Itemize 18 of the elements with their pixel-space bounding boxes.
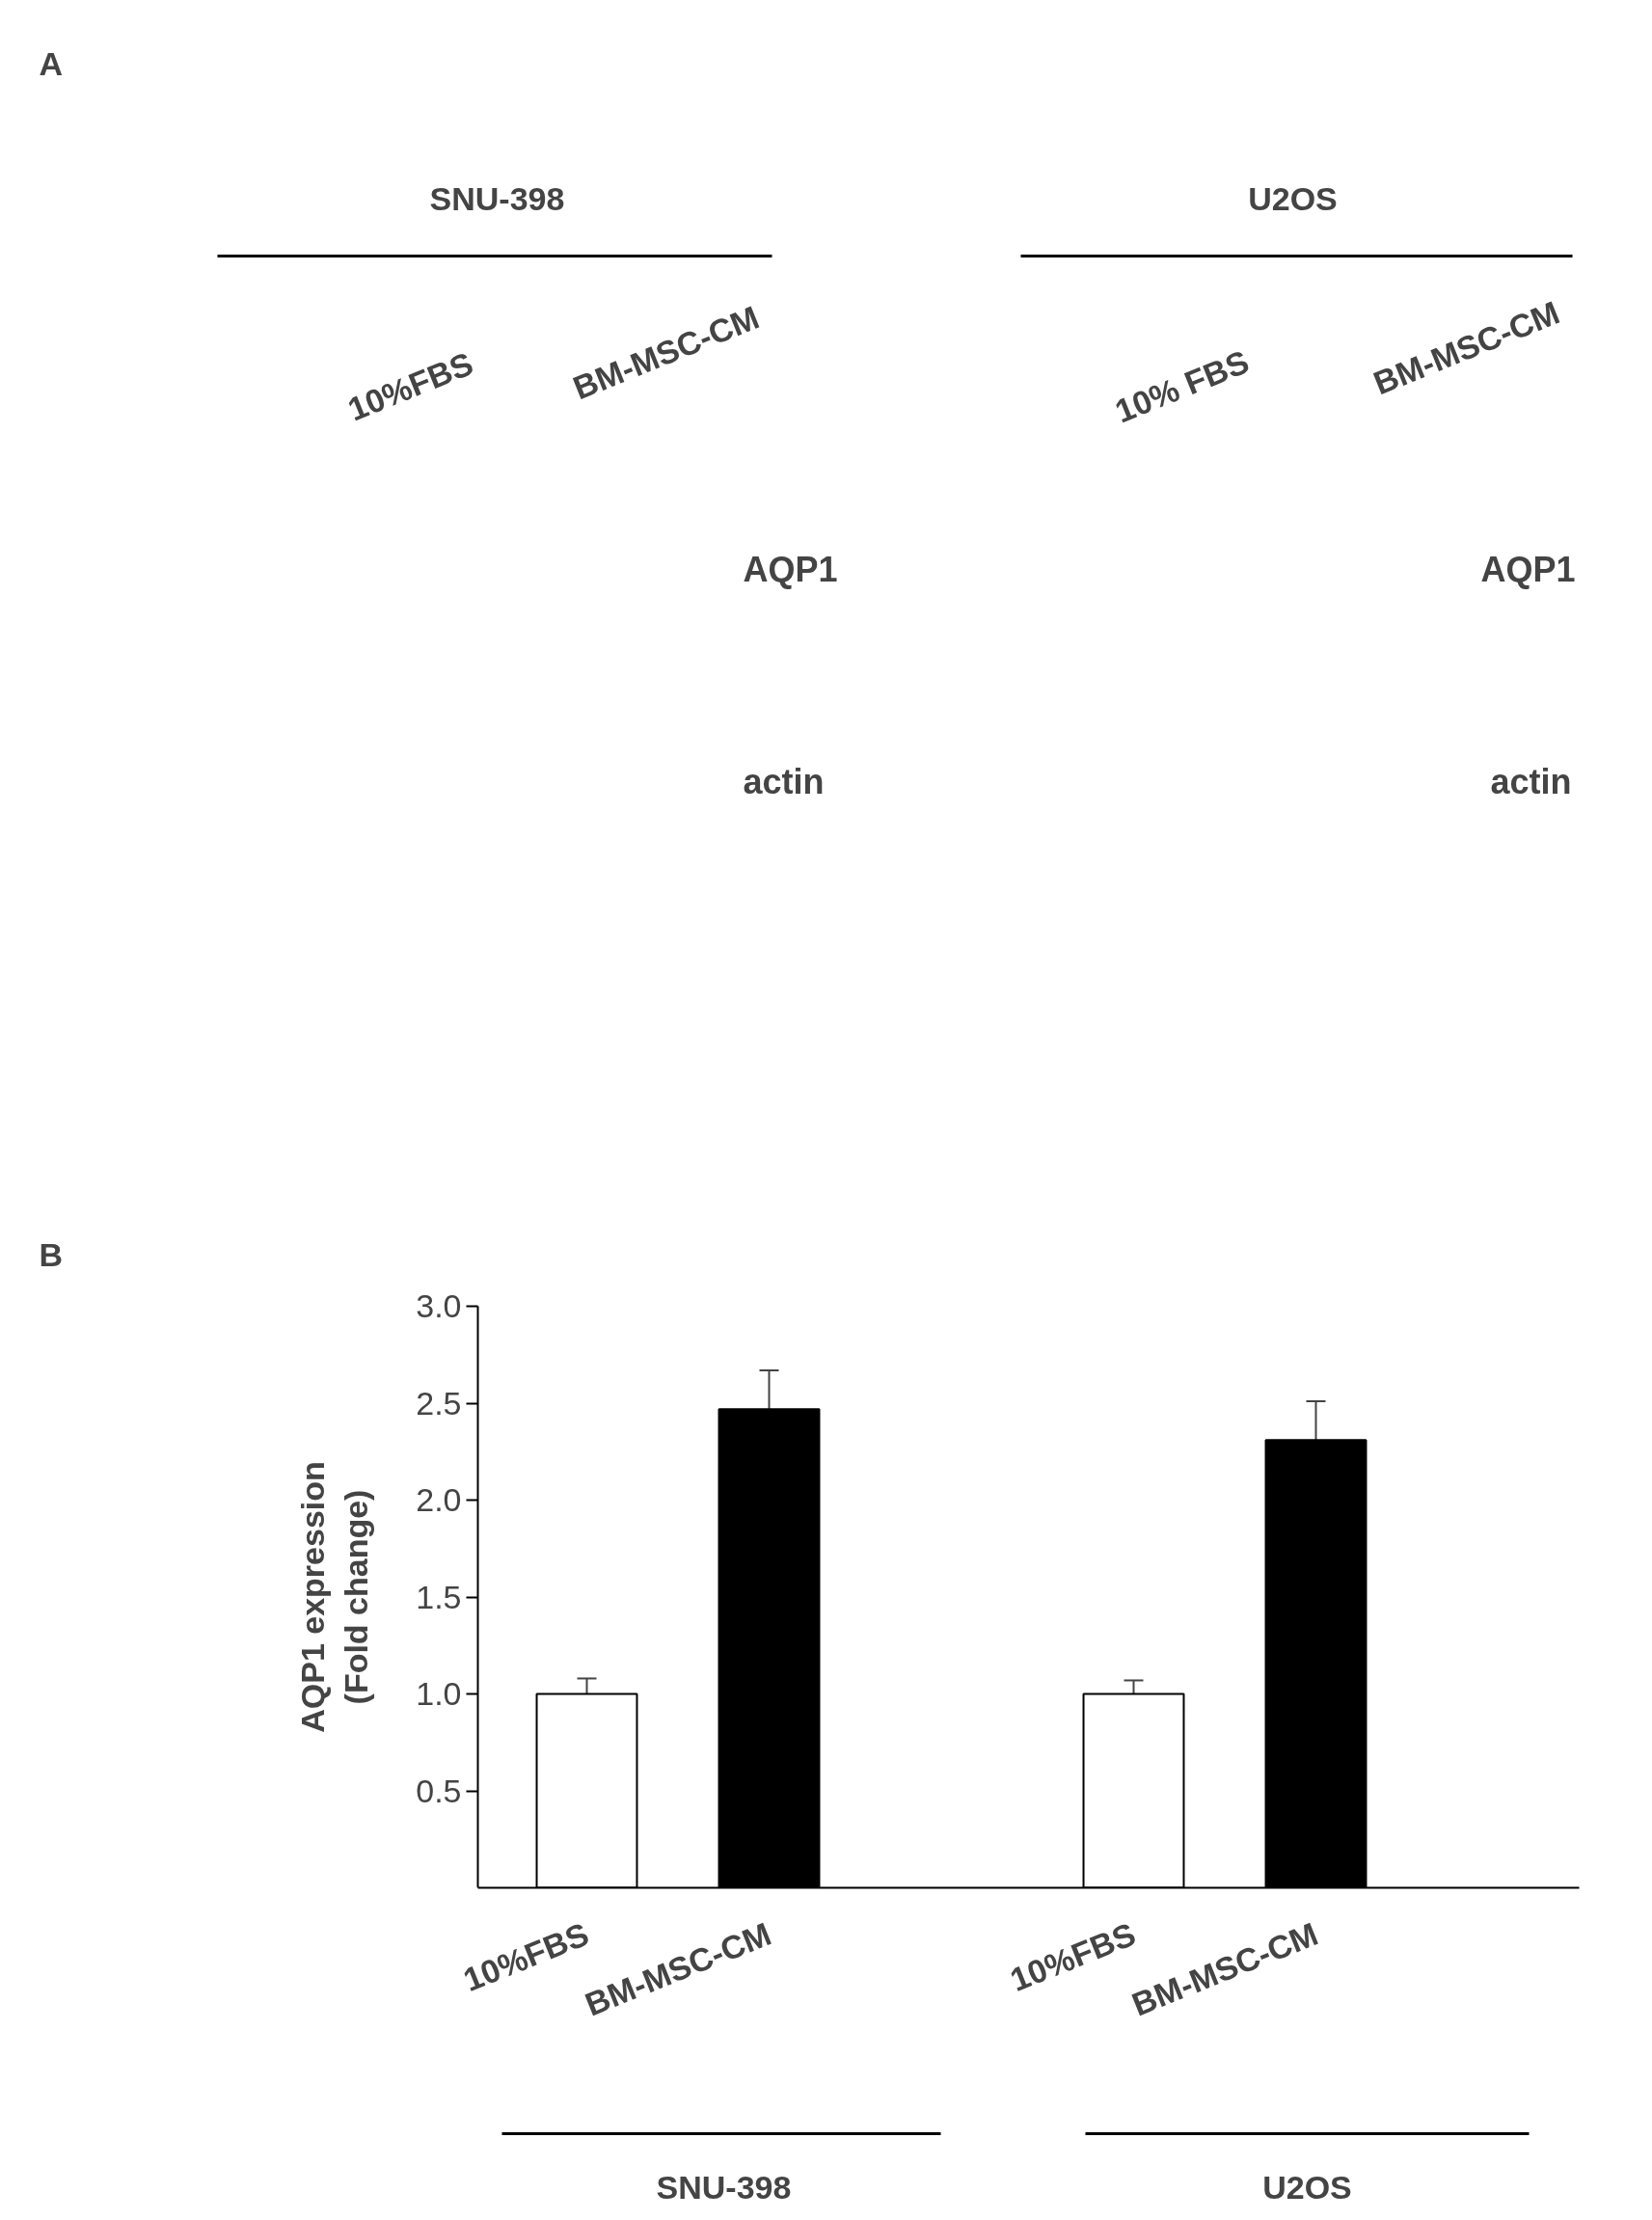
text: U2OS <box>1262 2168 1352 2206</box>
text: A <box>39 44 64 82</box>
text: AQP1 <box>1480 550 1576 589</box>
text: 10% FBS <box>1109 342 1255 430</box>
text: AQP1 <box>743 550 838 589</box>
y-tick-label: 0.5 <box>416 1772 462 1809</box>
text: U2OS <box>1248 179 1338 217</box>
y-tick-label: 2.5 <box>416 1384 462 1421</box>
text: B <box>39 1235 64 1273</box>
y-tick-label: 1.0 <box>416 1675 462 1713</box>
y-axis-title: AQP1 expression (Fold change) <box>293 1461 375 1733</box>
text: SNU-398 <box>429 179 565 217</box>
y-tick-label: 3.0 <box>416 1287 462 1325</box>
text: actin <box>743 762 825 801</box>
y-tick-label: 1.5 <box>416 1578 462 1615</box>
y-tick-label: 2.0 <box>416 1481 462 1519</box>
text: actin <box>1490 762 1572 801</box>
text: SNU-398 <box>656 2168 792 2206</box>
